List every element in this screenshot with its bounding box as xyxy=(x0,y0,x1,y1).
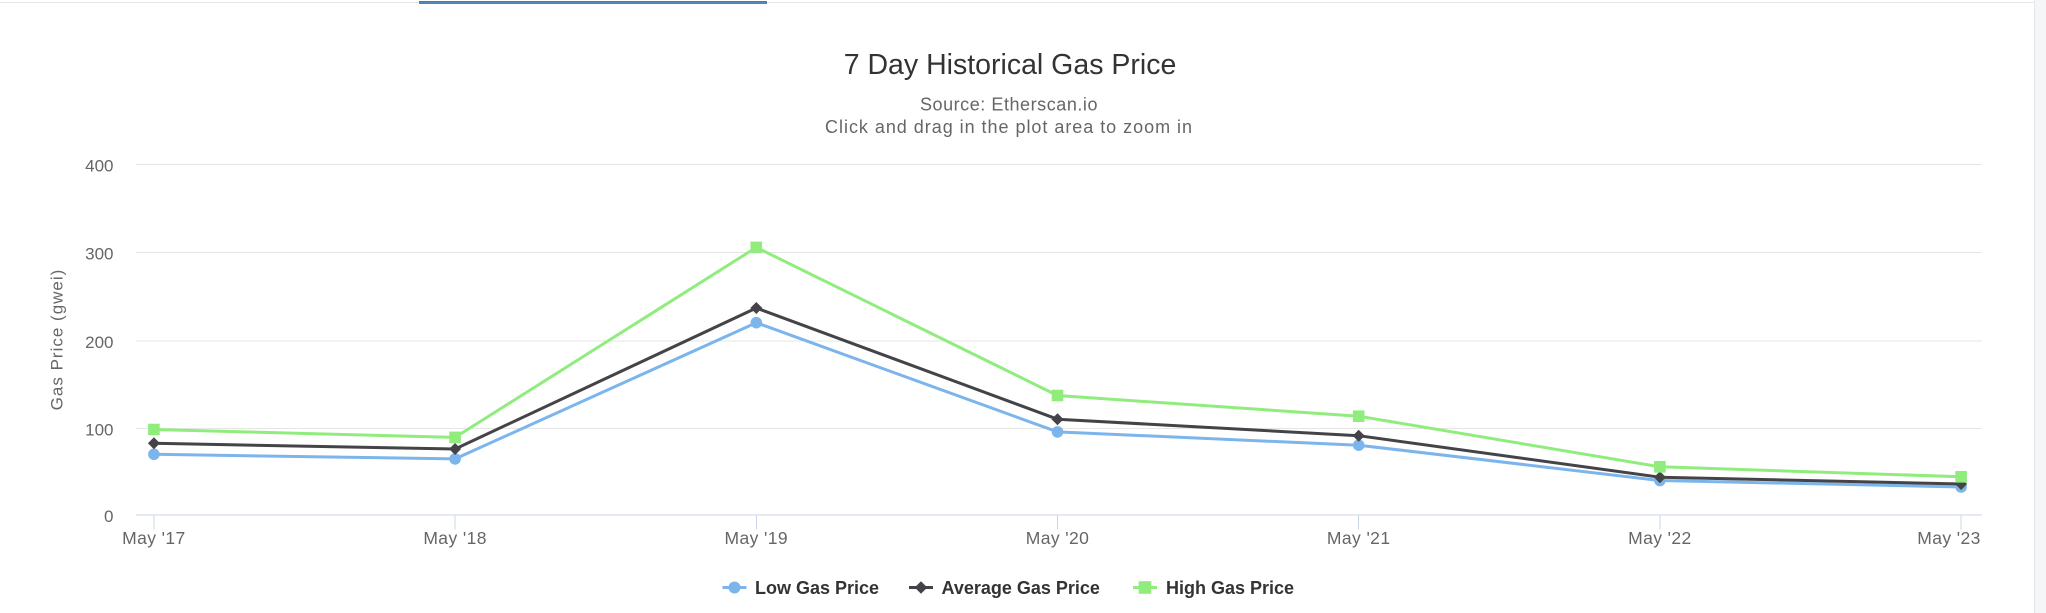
svg-text:May '21: May '21 xyxy=(1327,528,1391,548)
svg-text:200: 200 xyxy=(85,333,113,352)
svg-text:100: 100 xyxy=(85,421,113,440)
svg-text:400: 400 xyxy=(85,156,113,175)
svg-text:Average Gas Price: Average Gas Price xyxy=(942,578,1100,598)
svg-text:May '17: May '17 xyxy=(122,528,186,548)
svg-text:Click and drag in the plot are: Click and drag in the plot area to zoom … xyxy=(825,117,1193,137)
svg-text:Gas Price (gwei): Gas Price (gwei) xyxy=(48,269,67,411)
svg-text:May '18: May '18 xyxy=(423,528,487,548)
svg-text:7 Day Historical Gas Price: 7 Day Historical Gas Price xyxy=(844,49,1177,81)
svg-text:May '23: May '23 xyxy=(1917,528,1981,548)
svg-text:May '22: May '22 xyxy=(1628,528,1692,548)
svg-text:300: 300 xyxy=(85,245,113,264)
svg-text:Source: Etherscan.io: Source: Etherscan.io xyxy=(920,95,1098,115)
svg-text:High Gas Price: High Gas Price xyxy=(1166,578,1294,598)
svg-text:May '19: May '19 xyxy=(725,528,789,548)
svg-text:Low Gas Price: Low Gas Price xyxy=(755,578,879,598)
svg-text:May '20: May '20 xyxy=(1026,528,1090,548)
svg-text:0: 0 xyxy=(104,507,113,526)
